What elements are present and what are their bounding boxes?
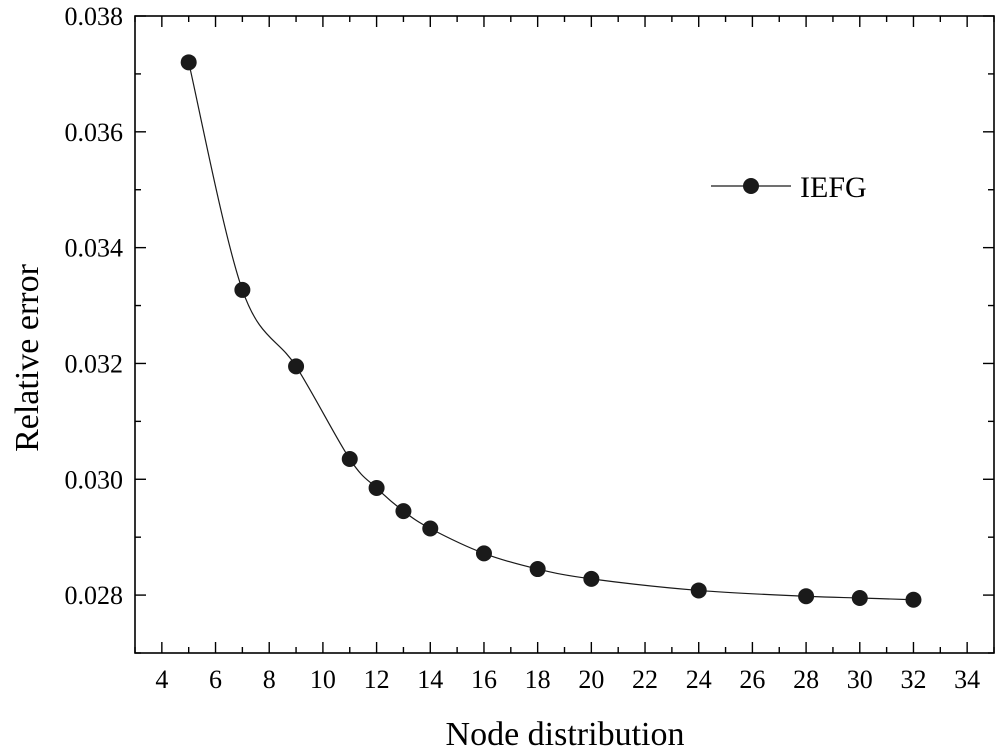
data-point-iefg [395,503,412,520]
x-tick-label: 8 [263,665,276,694]
data-point-iefg [422,520,439,537]
x-tick-label: 16 [471,665,497,694]
y-axis-title: Relative error [9,263,46,452]
x-tick-label: 10 [310,665,336,694]
data-point-iefg [368,479,385,496]
x-tick-label: 26 [739,665,765,694]
x-tick-label: 4 [155,665,168,694]
x-axis-ticks: 4 6 8 10 12 14 16 18 20 22 24 26 28 30 32 34 [134,16,995,694]
y-tick-label: 0.032 [65,349,124,378]
y-tick-label: 0.028 [65,581,124,610]
data-point-iefg [341,451,358,468]
x-tick-label: 32 [900,665,926,694]
x-tick-label: 18 [525,665,551,694]
x-tick-label: 24 [686,665,712,694]
series-line-iefg [188,62,914,601]
data-point-iefg [529,561,546,578]
data-point-iefg [234,281,251,298]
plot-frame [134,15,995,654]
x-tick-label: 34 [954,665,980,694]
series-layer [180,54,922,608]
data-point-iefg [798,588,815,605]
x-axis-title: Node distribution [446,716,685,752]
legend-label-iefg: IEFG [800,171,867,204]
data-point-iefg [905,591,922,608]
data-point-iefg [583,570,600,587]
x-tick-label: 6 [209,665,222,694]
data-point-iefg [475,545,492,562]
y-tick-label: 0.034 [65,234,124,263]
y-tick-label: 0.036 [65,118,124,147]
y-tick-label: 0.038 [65,2,124,31]
x-tick-label: 22 [632,665,658,694]
x-tick-label: 12 [364,665,390,694]
data-point-iefg [690,582,707,599]
data-point-iefg [288,358,305,375]
y-axis-ticks: 0.028 0.030 0.032 0.034 0.036 0.038 [65,2,994,654]
data-point-iefg [851,589,868,606]
x-tick-label: 28 [793,665,819,694]
y-tick-label: 0.030 [65,465,124,494]
x-tick-label: 30 [847,665,873,694]
x-tick-label: 20 [578,665,604,694]
data-point-iefg [180,54,197,71]
legend: IEFG [711,171,867,204]
x-tick-label: 14 [417,665,443,694]
legend-marker-iefg [743,178,759,194]
